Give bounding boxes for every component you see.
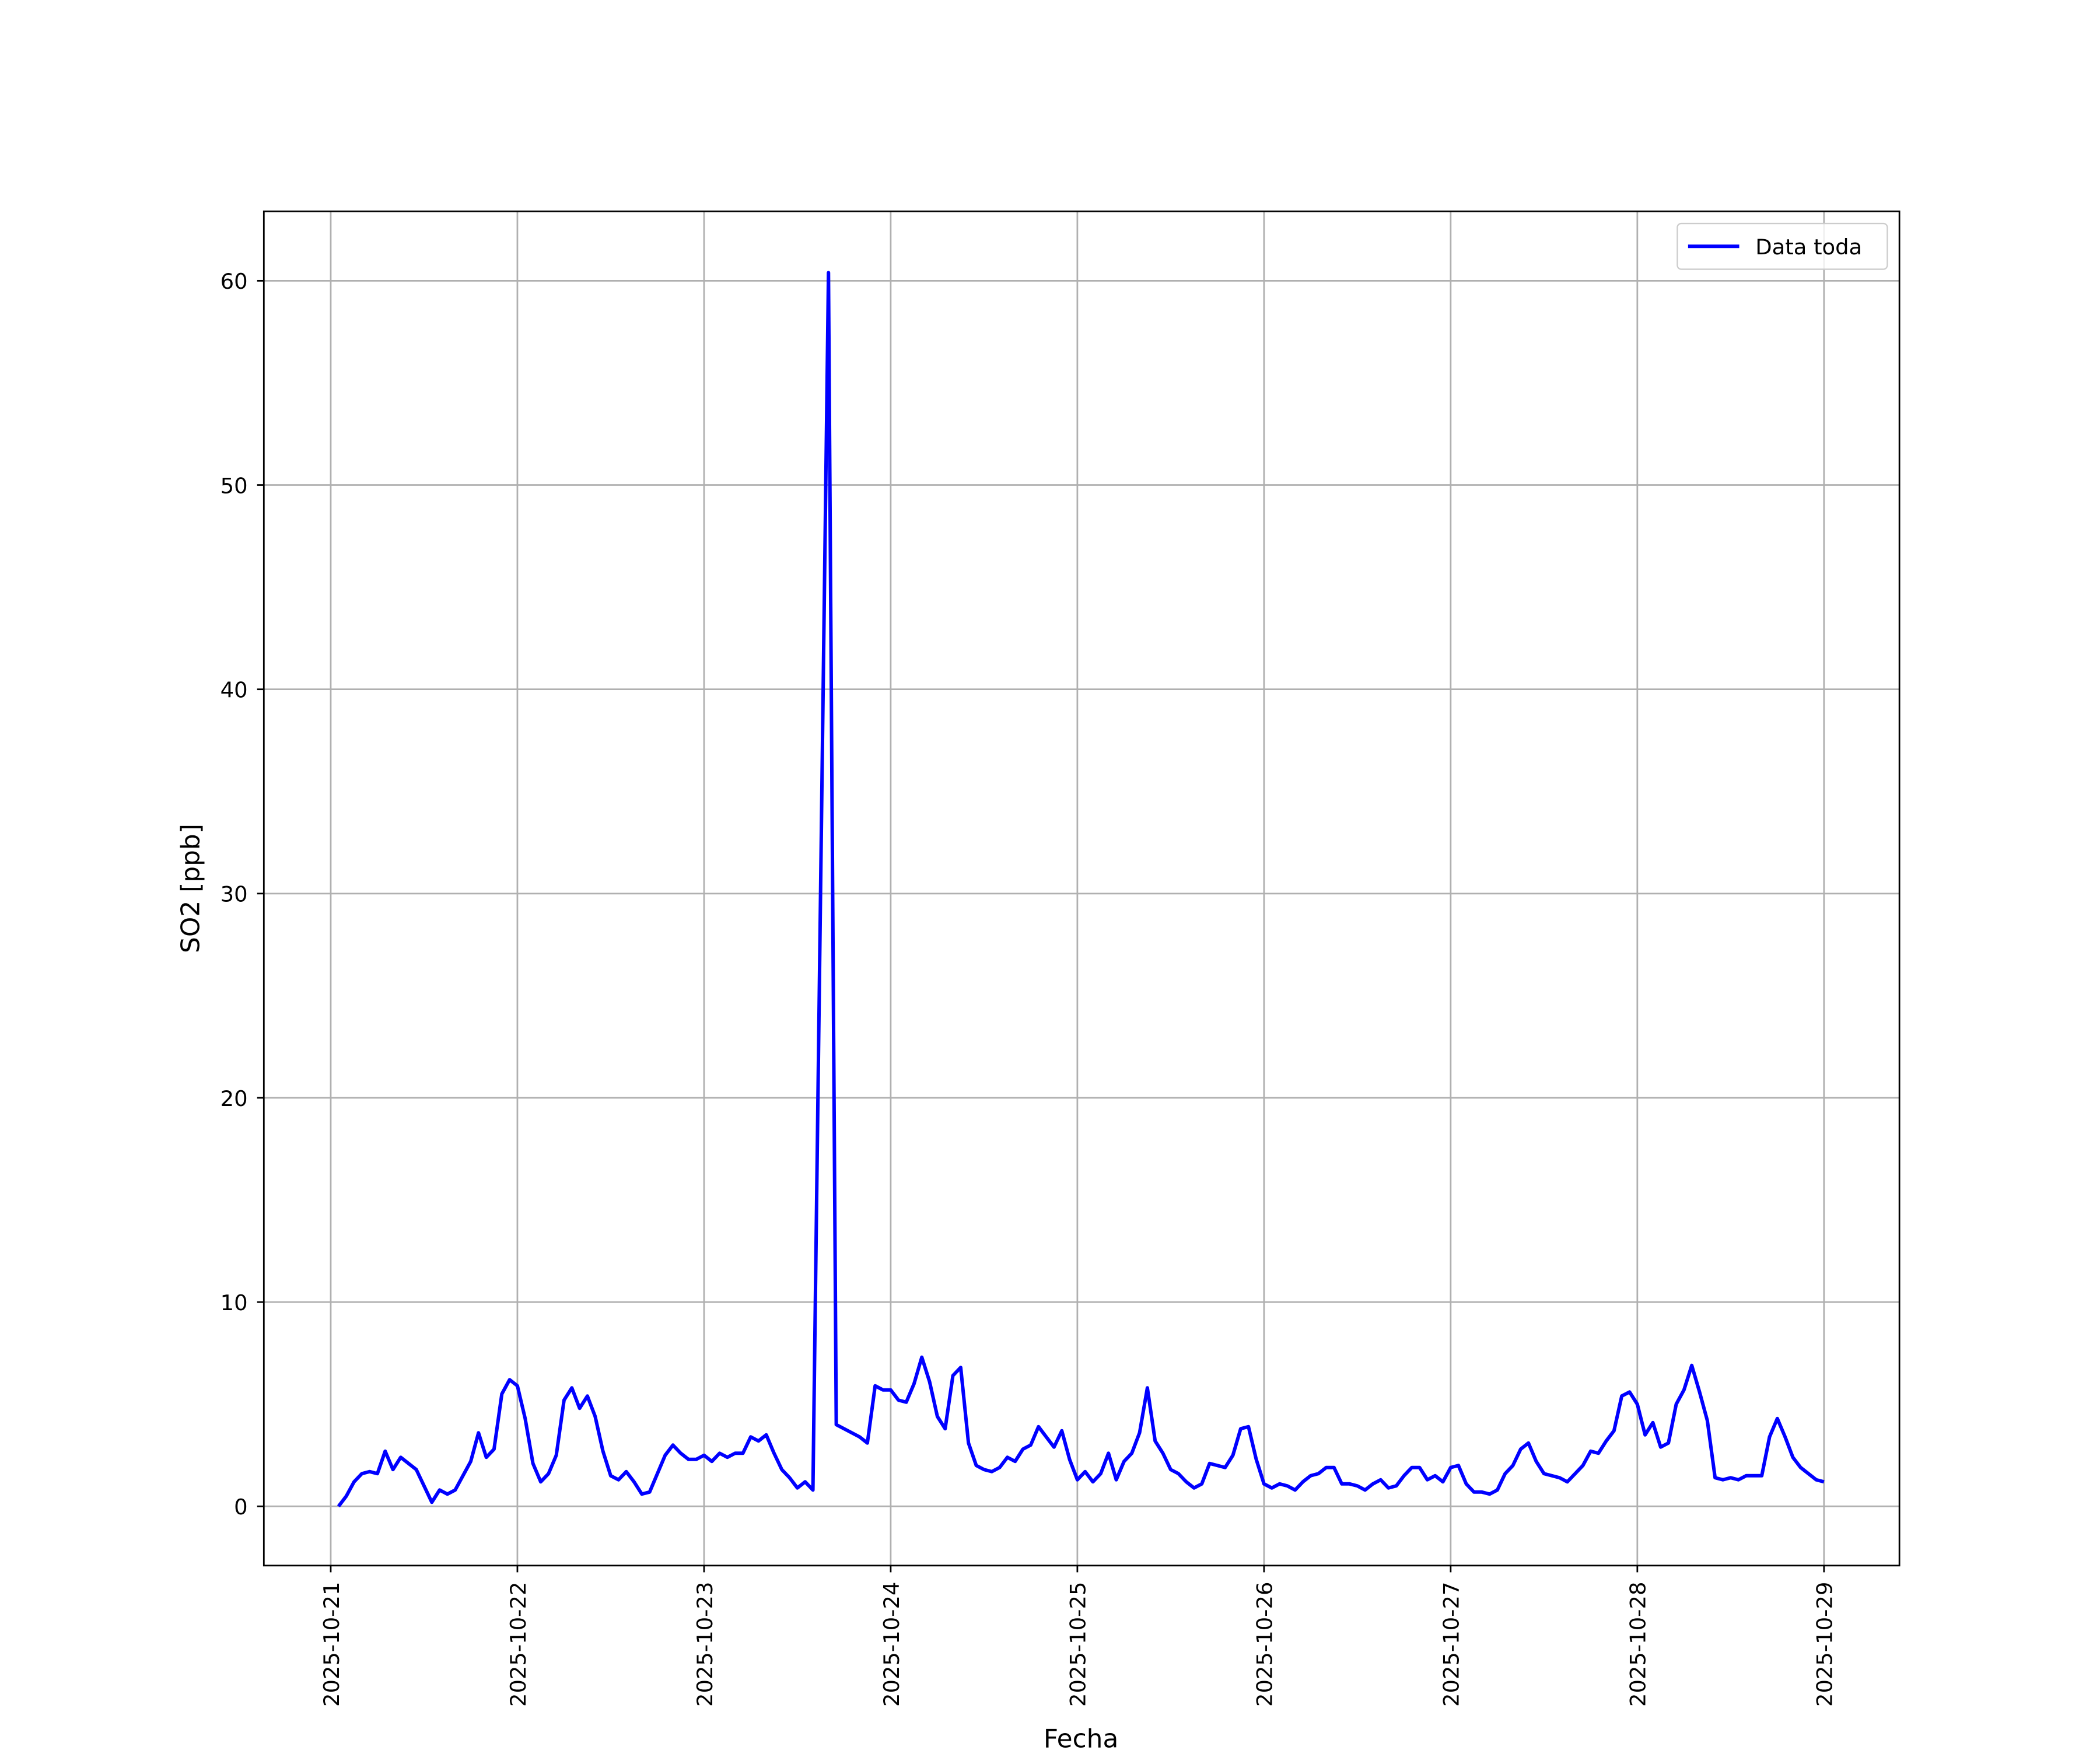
- legend-label: Data toda: [1755, 235, 1862, 260]
- y-tick-label: 20: [220, 1086, 248, 1111]
- y-tick-label: 10: [220, 1290, 248, 1315]
- x-tick-label: 2025-10-29: [1812, 1582, 1838, 1707]
- x-tick-label: 2025-10-22: [506, 1582, 531, 1707]
- y-tick-label: 60: [220, 269, 248, 294]
- x-tick-label: 2025-10-27: [1439, 1582, 1464, 1707]
- plot-frame: [262, 210, 1901, 1567]
- data-line: [337, 271, 1825, 1508]
- x-tick-label: 2025-10-26: [1252, 1582, 1278, 1707]
- x-tick-label: 2025-10-23: [692, 1582, 718, 1707]
- legend-box: [1676, 222, 1888, 270]
- x-tick-label: 2025-10-25: [1066, 1582, 1091, 1707]
- y-tick-label: 30: [220, 882, 248, 907]
- x-tick-label: 2025-10-28: [1626, 1582, 1651, 1707]
- y-tick-label: 0: [234, 1494, 247, 1520]
- y-axis-label: SO2 [ppb]: [176, 824, 206, 953]
- x-axis-label: Fecha: [1044, 1724, 1119, 1750]
- y-tick-label: 40: [220, 678, 248, 703]
- y-tick-label: 50: [220, 473, 248, 498]
- x-tick-label: 2025-10-21: [319, 1582, 344, 1707]
- x-tick-label: 2025-10-24: [879, 1582, 904, 1707]
